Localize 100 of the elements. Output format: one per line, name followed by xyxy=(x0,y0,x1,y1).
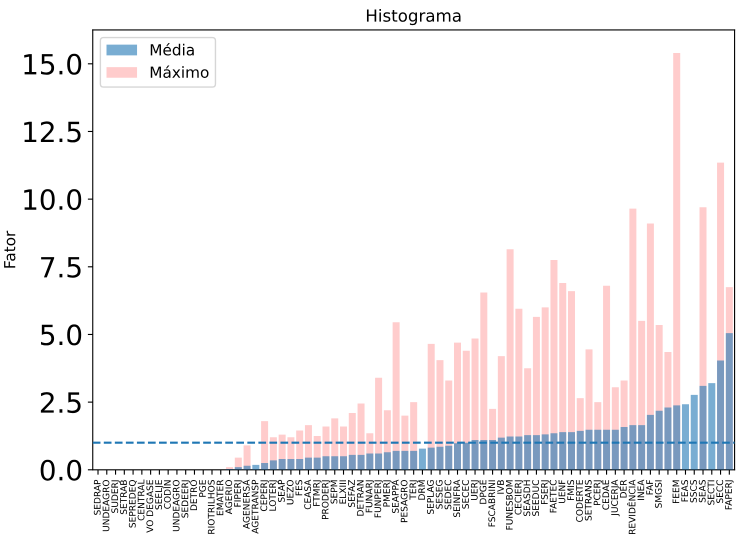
x-tick-label: SEPLAG xyxy=(426,480,434,514)
x-tick-label: SECC xyxy=(716,480,724,503)
bar xyxy=(261,463,268,470)
bar xyxy=(480,440,488,470)
bar xyxy=(296,458,304,470)
bar xyxy=(726,287,733,470)
x-tick-label: SECTI xyxy=(708,480,714,505)
bar xyxy=(656,410,663,470)
bar xyxy=(252,464,260,470)
x-tick-label: JUCERJA xyxy=(611,480,620,516)
bar xyxy=(576,430,584,470)
x-tick-label: EMATER xyxy=(216,480,224,516)
x-tick-label: PCERJ xyxy=(594,480,602,506)
x-tick-label: SEELJE xyxy=(155,480,164,510)
bar xyxy=(401,450,408,470)
bar xyxy=(690,394,698,470)
x-tick-label: REVIDÊNCIA xyxy=(627,480,636,534)
x-tick-label: CENTRAL xyxy=(138,480,144,520)
bar xyxy=(270,460,277,470)
bar xyxy=(700,386,707,470)
bar xyxy=(261,421,268,470)
x-tick-label: FSERJ xyxy=(540,480,550,504)
x-tick-label: TERJ xyxy=(410,480,418,500)
x-tick-label: FUNARJ xyxy=(366,480,374,512)
bar xyxy=(322,456,330,470)
bar xyxy=(375,454,382,470)
bar xyxy=(340,456,348,470)
y-axis-title: Fator xyxy=(4,230,16,268)
bar xyxy=(472,440,479,470)
x-tick-label: FUNESBOM xyxy=(506,480,513,530)
x-tick-label: PGE xyxy=(199,480,206,497)
bar xyxy=(454,342,462,470)
x-tick-label: PMERJ xyxy=(383,480,392,506)
y-tick-label: 2.5 xyxy=(40,392,81,414)
x-tick-label: UERJ xyxy=(470,480,480,500)
x-tick-label: DETRO xyxy=(190,480,198,510)
bar xyxy=(489,440,496,470)
legend-label: Média xyxy=(150,43,194,56)
bar xyxy=(331,456,338,470)
x-tick-label: SEAPPA xyxy=(392,480,399,514)
bar xyxy=(646,414,654,470)
bar xyxy=(708,383,716,470)
x-tick-label: UNDEAGRO xyxy=(172,480,180,532)
bar xyxy=(664,408,672,470)
bar xyxy=(515,436,522,470)
bar xyxy=(524,435,532,470)
bar xyxy=(629,425,636,470)
x-tick-label: FEAS xyxy=(681,480,688,502)
x-tick-label: SUDERJ xyxy=(111,480,120,513)
bar xyxy=(314,458,321,470)
bar xyxy=(304,458,312,470)
bar xyxy=(612,430,619,470)
x-tick-label: FAPERJ xyxy=(725,480,734,510)
bar xyxy=(559,432,566,470)
bar xyxy=(498,438,505,470)
bar xyxy=(428,344,435,470)
bar xyxy=(287,458,294,470)
x-tick-label: FES xyxy=(295,480,302,496)
x-tick-label: FUNPERJ xyxy=(374,480,383,518)
x-tick-label: CEASA xyxy=(304,480,312,510)
x-tick-label: CEPERJ xyxy=(260,480,269,512)
bar xyxy=(428,448,435,470)
bar xyxy=(244,466,251,470)
y-tick-label: 5.0 xyxy=(40,324,82,346)
chart-title: Histograma xyxy=(366,8,460,26)
y-tick-label: 7.5 xyxy=(41,257,81,278)
x-tick-label: CODERTE xyxy=(576,480,583,522)
bar xyxy=(542,434,549,470)
x-tick-label: DETRAN xyxy=(356,480,364,516)
y-tick-label: 0.0 xyxy=(40,460,82,481)
x-tick-label: FAF xyxy=(646,480,653,494)
bar xyxy=(586,430,593,470)
bar xyxy=(445,446,452,470)
x-tick-label: UNDEAGRO xyxy=(102,480,110,532)
x-tick-label: SEINFRA xyxy=(453,480,460,518)
bar xyxy=(620,427,628,470)
bar xyxy=(700,207,707,470)
y-tick-label: 12.5 xyxy=(24,121,81,142)
x-tick-label: AGETRANSP xyxy=(252,480,258,534)
bar xyxy=(550,433,558,470)
x-tick-label: SEAS xyxy=(698,480,706,502)
x-tick-label: SSCS xyxy=(690,480,697,502)
bar xyxy=(568,291,575,470)
x-tick-label: SEDEERJ xyxy=(181,480,190,518)
bar xyxy=(234,467,242,470)
x-tick-label: AGENERSA xyxy=(242,480,250,529)
x-tick-label: PRODERJ xyxy=(322,480,330,520)
bar xyxy=(717,360,724,470)
x-tick-label: UEZO xyxy=(286,480,294,504)
bar xyxy=(532,435,540,470)
bar xyxy=(603,430,610,470)
y-tick-label: 15.0 xyxy=(24,54,82,75)
bar xyxy=(673,405,680,470)
x-tick-label: DRM xyxy=(418,480,425,500)
x-tick-label: SEEDUC xyxy=(532,480,540,516)
x-tick-label: DPGE xyxy=(480,480,486,504)
bar xyxy=(568,432,575,470)
bar xyxy=(410,450,418,470)
bar xyxy=(418,448,426,470)
bar xyxy=(594,430,602,470)
